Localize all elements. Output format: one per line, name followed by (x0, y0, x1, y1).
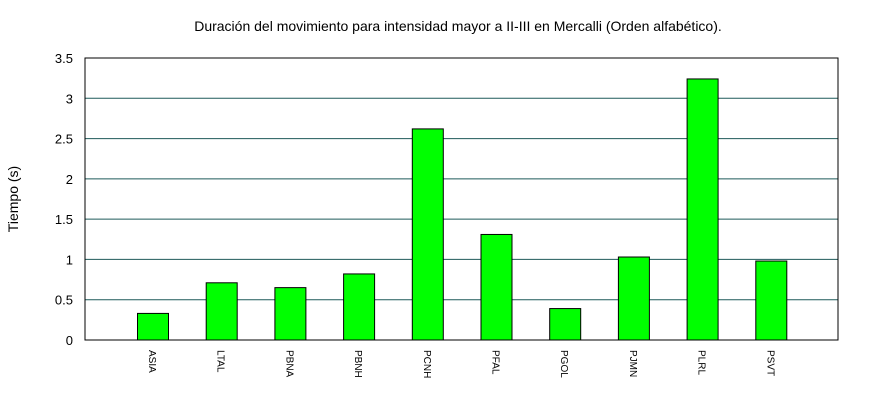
bar-pbna (274, 287, 307, 341)
x-tick-label: LTAL (215, 350, 226, 373)
y-tick-label: 0 (66, 333, 73, 348)
x-tick-label: PCNH (421, 350, 432, 378)
grid-lines (85, 97, 838, 301)
x-tick-label: PBNA (283, 350, 294, 378)
x-tick-label: PSVT (764, 350, 775, 376)
x-tick-label: PBNH (352, 350, 363, 378)
bar-psvt (755, 260, 788, 341)
bar-asia (137, 312, 169, 341)
y-tick-label: 2.5 (55, 132, 73, 147)
bar-pbnh (343, 273, 376, 341)
x-tick-label: PFAL (490, 350, 501, 375)
y-tick-label: 0.5 (55, 293, 73, 308)
bar-pjmn (617, 256, 650, 341)
x-tick-label: PJMN (627, 350, 638, 377)
y-tick-labels: 0 0.5 1 1.5 2 2.5 3 3.5 (55, 51, 73, 348)
y-axis-label: Tiempo (s) (5, 166, 21, 232)
x-tick-labels: ASIA LTAL PBNA PBNH PCNH PFAL PGOL PJMN PLRL PSVT (146, 350, 775, 378)
bar-pfal (480, 233, 513, 341)
y-tick-label: 2 (66, 172, 73, 187)
y-tick-label: 3 (66, 91, 73, 106)
bar-pgol (549, 308, 582, 341)
chart-title: Duración del movimiento para intensidad … (194, 18, 722, 34)
bar-plrl (686, 78, 719, 341)
y-tick-label: 1 (66, 252, 73, 267)
x-tick-label: PLRL (696, 350, 707, 375)
bar-ltal (205, 282, 238, 341)
x-tick-label: PGOL (558, 350, 569, 378)
bars (137, 78, 788, 341)
plot-frame (84, 57, 839, 341)
x-tick-label: ASIA (146, 350, 157, 373)
y-tick-label: 3.5 (55, 51, 73, 66)
y-tick-label: 1.5 (55, 212, 73, 227)
bar-pcnh (411, 128, 444, 341)
